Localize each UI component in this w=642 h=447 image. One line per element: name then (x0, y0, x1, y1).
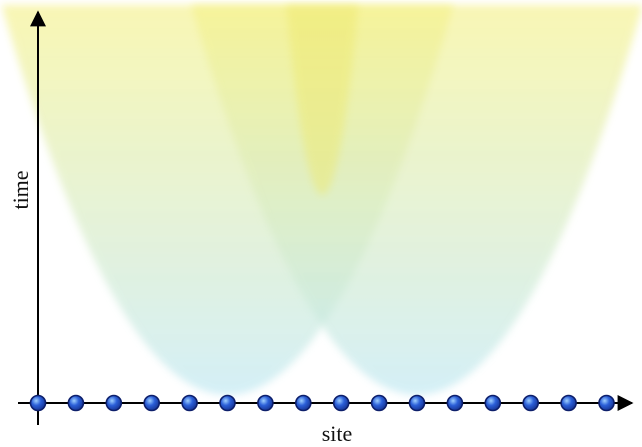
site-axis-label: site (322, 421, 353, 446)
lattice-site-7 (257, 394, 274, 412)
lattice-site-4 (143, 394, 160, 412)
lattice-site-1 (29, 394, 47, 412)
lattice-site-13 (484, 394, 502, 412)
lattice-site-15 (560, 394, 577, 412)
lattice-site-12 (446, 394, 464, 412)
lattice-site-11 (408, 394, 426, 412)
lattice-site-2 (67, 394, 85, 412)
lattice-site-16 (598, 394, 615, 412)
lattice-site-14 (522, 394, 540, 412)
light-cones (1, 5, 642, 395)
lattice-site-3 (105, 394, 123, 412)
lattice-site-5 (181, 394, 198, 412)
cone-overlap-region (286, 5, 359, 195)
lattice-site-9 (332, 394, 350, 412)
lattice-site-10 (370, 394, 388, 412)
lattice-site-6 (219, 394, 236, 412)
lattice-sites (29, 394, 615, 412)
lattice-site-8 (294, 394, 312, 412)
time-axis-label: time (8, 170, 33, 209)
